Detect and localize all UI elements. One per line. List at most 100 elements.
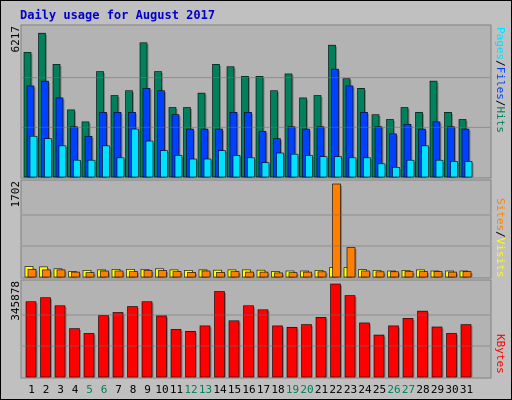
kbytes-bar-day-31: [460, 324, 472, 378]
sites-bar-day-28: [419, 271, 428, 278]
pages-bar-day-5: [87, 159, 96, 178]
kbytes-bar-day-19: [286, 326, 298, 378]
middle-panel-bg: [20, 179, 492, 279]
sites-bar-day-27: [404, 271, 414, 278]
pages-bar-day-29: [435, 159, 444, 178]
kbytes-bar-day-22: [330, 283, 341, 378]
kbytes-bar-day-5: [83, 333, 95, 378]
kbytes-bar-day-29: [431, 326, 443, 378]
kbytes-bar-day-28: [417, 310, 428, 378]
x-label-day-14: 14: [213, 383, 227, 396]
pages-bar-day-8: [131, 128, 139, 178]
kbytes-bar-day-30: [446, 333, 457, 378]
x-label-day-26: 26: [387, 383, 400, 396]
x-label-day-5: 5: [86, 383, 93, 396]
sites-bar-day-2: [42, 269, 51, 278]
kbytes-bar-day-24: [359, 322, 370, 378]
kbytes-bar-day-16: [243, 305, 254, 378]
x-label-day-1: 1: [28, 383, 35, 396]
pages-bar-day-3: [58, 145, 67, 178]
x-label-day-2: 2: [43, 383, 50, 396]
x-label-day-15: 15: [228, 383, 241, 396]
sites-bar-day-11: [172, 271, 182, 278]
kbytes-bar-day-25: [373, 334, 385, 378]
x-label-day-30: 30: [445, 383, 458, 396]
x-label-day-29: 29: [431, 383, 444, 396]
x-label-day-12: 12: [184, 383, 197, 396]
sites-bar-day-15: [230, 271, 240, 278]
sites-bar-day-4: [71, 271, 80, 278]
kbytes-bar-day-15: [228, 320, 240, 378]
sites-bar-day-22: [332, 183, 341, 278]
sites-bar-day-5: [85, 272, 95, 278]
sites-bar-day-13: [201, 270, 211, 278]
kbytes-bar-day-21: [315, 317, 327, 378]
sites-bar-day-16: [245, 271, 254, 278]
sites-bar-day-6: [100, 270, 109, 278]
sites-bar-day-20: [303, 271, 312, 278]
pages-bar-day-28: [421, 145, 429, 178]
x-label-day-21: 21: [315, 383, 328, 396]
x-label-day-17: 17: [257, 383, 270, 396]
kbytes-bar-day-8: [127, 306, 138, 378]
pages-bar-day-7: [116, 157, 125, 178]
pages-bar-day-30: [450, 161, 458, 178]
kbytes-bar-day-2: [40, 297, 51, 378]
legend-separator-3: /: [494, 231, 507, 238]
x-label-day-11: 11: [170, 383, 183, 396]
kbytes-bar-day-26: [388, 325, 399, 378]
pages-bar-day-4: [73, 159, 81, 178]
x-label-day-9: 9: [144, 383, 151, 396]
sites-bar-day-31: [462, 271, 472, 278]
visits-legend: Visits: [494, 238, 507, 278]
pages-bar-day-26: [392, 167, 400, 178]
x-label-day-18: 18: [271, 383, 284, 396]
sites-bar-day-17: [259, 271, 269, 278]
x-label-day-24: 24: [358, 383, 372, 396]
files-legend: Files: [494, 67, 507, 100]
kbytes-bar-day-3: [54, 305, 66, 378]
sites-bar-day-14: [216, 272, 225, 278]
sites-bar-day-21: [317, 271, 327, 278]
x-label-day-7: 7: [115, 383, 122, 396]
pages-bar-day-27: [406, 159, 415, 178]
x-label-day-4: 4: [72, 383, 79, 396]
pages-bar-day-18: [276, 152, 284, 178]
x-label-day-27: 27: [402, 383, 415, 396]
pages-bar-day-6: [102, 145, 110, 178]
x-label-day-10: 10: [155, 383, 168, 396]
sites-bar-day-23: [346, 247, 356, 278]
pages-legend: Pages: [494, 27, 507, 60]
x-label-day-25: 25: [373, 383, 386, 396]
grid-layer: [22, 77, 490, 347]
x-label-day-13: 13: [199, 383, 212, 396]
kbytes-bar-day-23: [344, 295, 356, 378]
pages-bar-day-24: [363, 157, 371, 178]
sites-bar-day-25: [375, 271, 385, 278]
legend-separator-2: /: [494, 100, 507, 107]
sites-bar-day-26: [390, 271, 399, 278]
pages-bar-day-9: [145, 140, 154, 178]
kbytes-bar-day-11: [170, 329, 182, 378]
sites-bar-day-18: [274, 272, 283, 278]
x-label-day-19: 19: [286, 383, 299, 396]
pages-bar-day-13: [203, 158, 212, 178]
pages-bar-day-2: [44, 138, 52, 178]
kbytes-bar-day-17: [257, 309, 269, 378]
sites-bar-day-7: [114, 270, 124, 278]
pages-bar-day-31: [464, 161, 473, 178]
x-label-day-23: 23: [344, 383, 357, 396]
kbytes-bar-day-4: [69, 328, 80, 378]
sites-bar-day-24: [361, 270, 370, 278]
chart-title: Daily usage for August 2017: [20, 8, 215, 22]
sites-legend: Sites: [494, 198, 507, 231]
middle-max-label: 1702: [9, 181, 22, 208]
x-label-day-6: 6: [101, 383, 108, 396]
sites-bar-day-12: [187, 272, 196, 278]
kbytes-bar-day-14: [214, 291, 225, 378]
x-label-day-31: 31: [460, 383, 473, 396]
pages-bar-day-17: [261, 162, 270, 178]
kbytes-bar-day-20: [301, 324, 312, 378]
pages-bar-day-16: [247, 157, 255, 178]
pages-bar-day-10: [160, 150, 168, 178]
